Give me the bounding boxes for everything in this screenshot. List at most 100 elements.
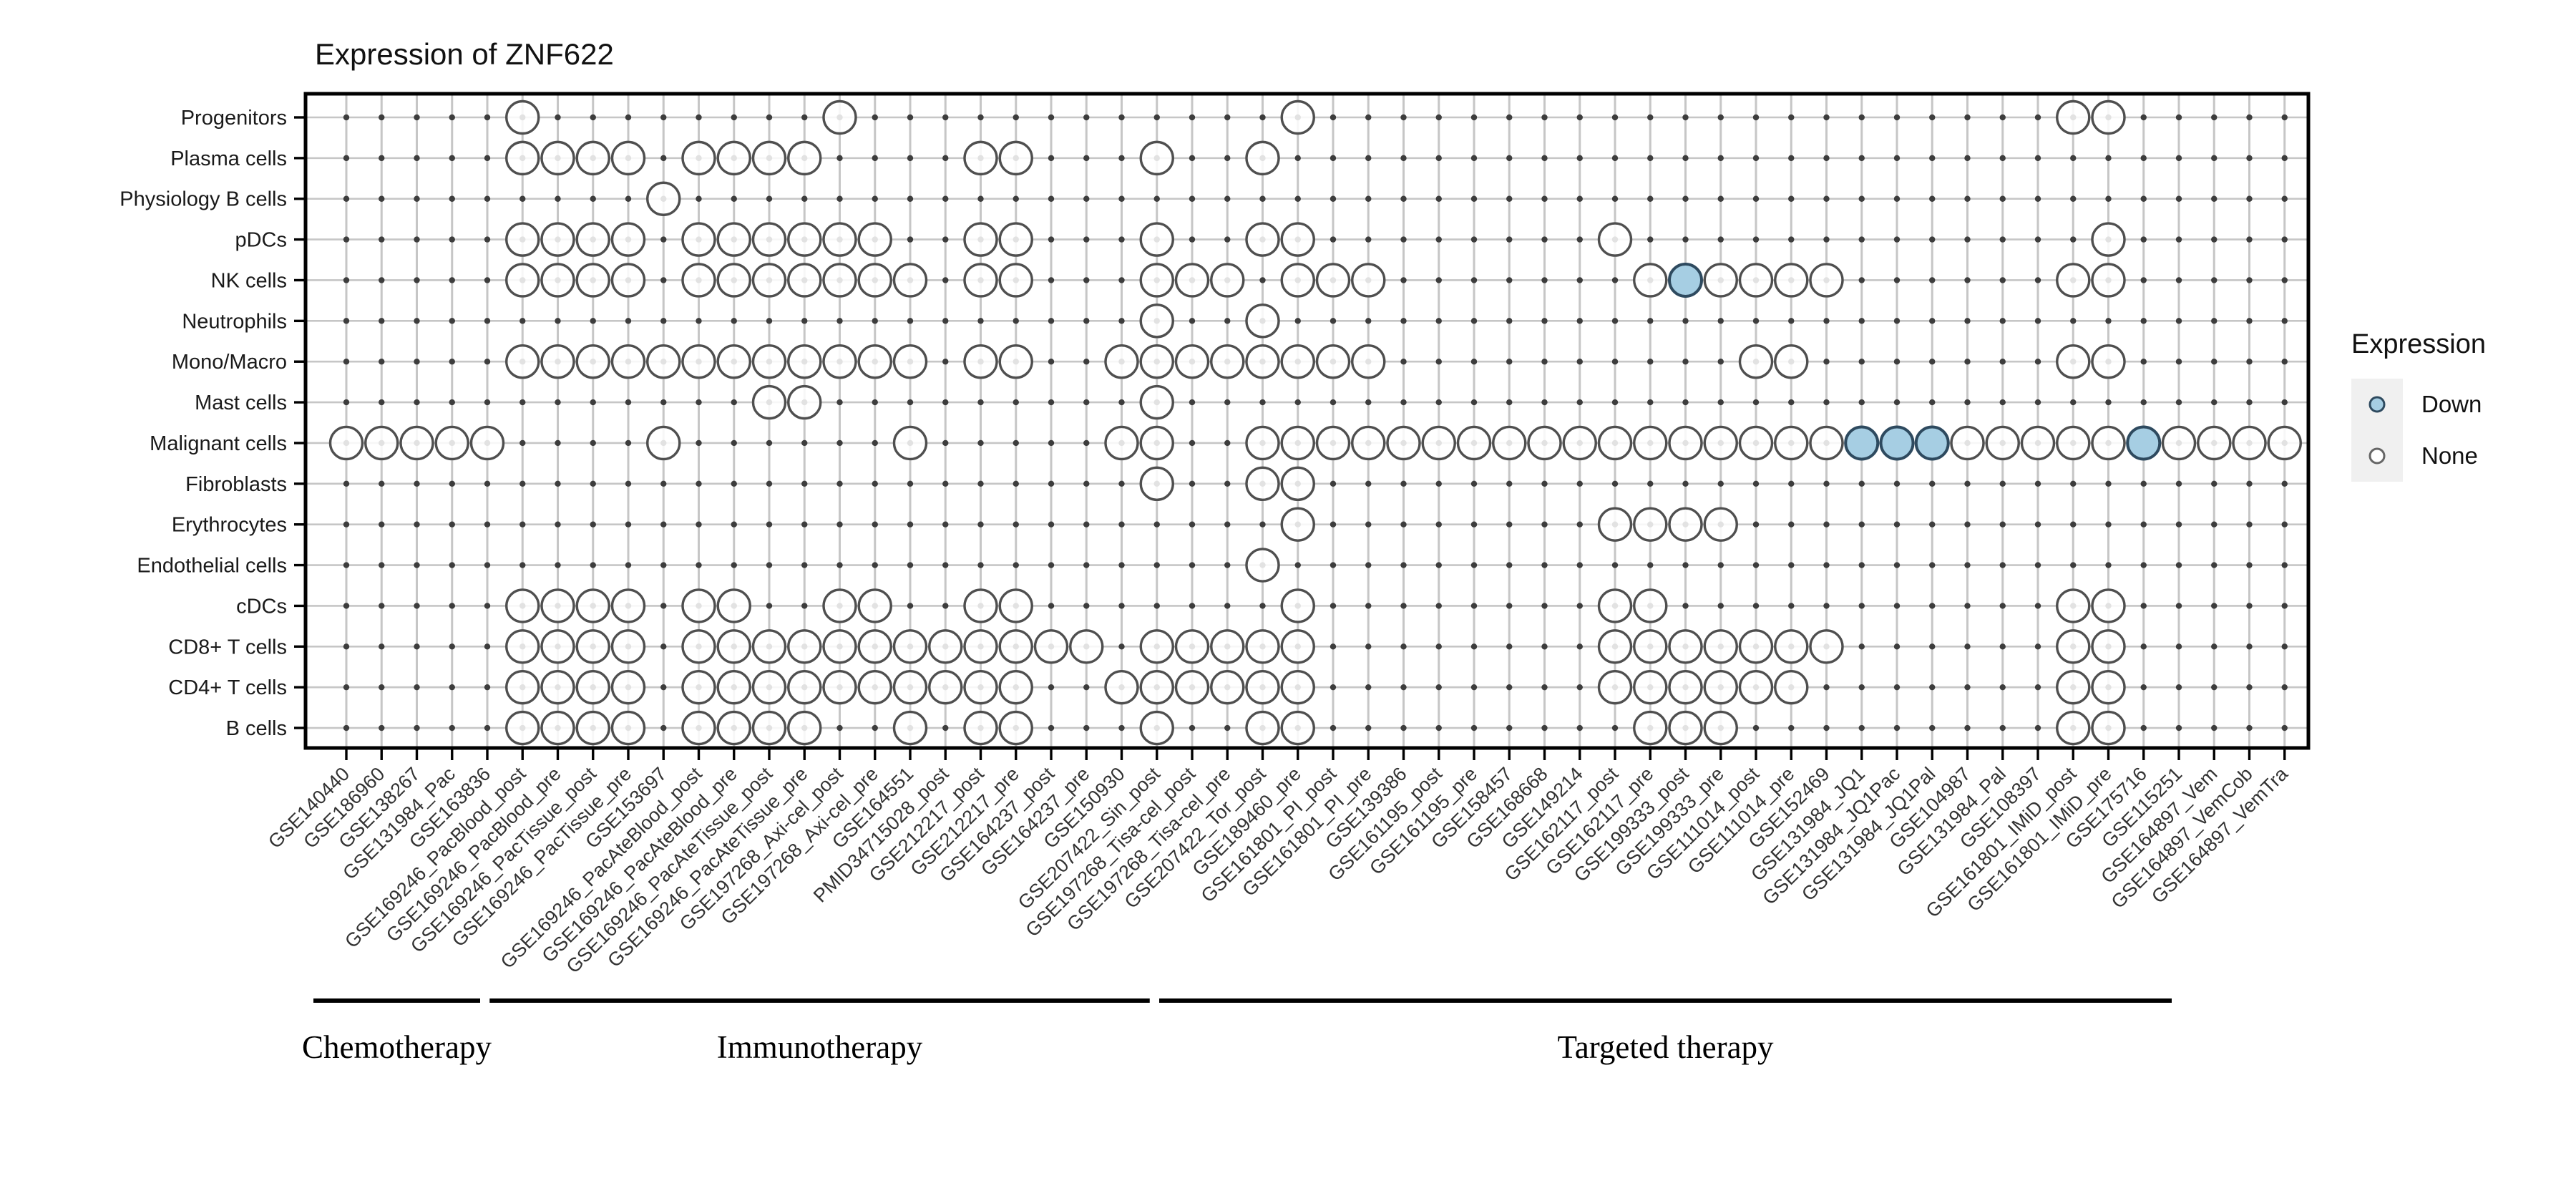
grid-dot (1999, 359, 2006, 365)
grid-dot (625, 195, 632, 202)
grid-dot (2140, 643, 2147, 650)
plot-border (303, 92, 2311, 750)
grid-dot (942, 155, 949, 162)
grid-dot (1893, 562, 1901, 568)
grid-dot (1330, 724, 1337, 732)
expression-dot-none (963, 222, 998, 257)
expression-dot-none (857, 588, 892, 623)
grid-dot (942, 277, 949, 283)
grid-dot (1435, 236, 1442, 243)
expression-dot-none (1738, 425, 1774, 461)
grid-dot (2175, 399, 2182, 406)
grid-dot (379, 277, 385, 283)
grid-dot (1048, 521, 1055, 528)
grid-dot (1083, 236, 1090, 243)
grid-dot (1083, 562, 1090, 568)
grid-dot (1964, 195, 1971, 202)
grid-dot (2175, 318, 2182, 324)
grid-dot (1259, 603, 1266, 609)
expression-dot-none (892, 344, 928, 379)
expression-dot-none (1703, 710, 1738, 746)
grid-dot (1611, 318, 1619, 324)
grid-dot (625, 521, 632, 528)
expression-dot-none (2056, 629, 2091, 664)
grid-dot (414, 236, 420, 243)
grid-dot (1999, 684, 2006, 691)
grid-dot (836, 521, 843, 528)
grid-dot (801, 562, 808, 568)
grid-dot (731, 195, 737, 202)
grid-dot (1541, 480, 1548, 487)
expression-dot-none (1210, 669, 1245, 705)
expression-dot-none (1597, 425, 1633, 461)
grid-dot (1541, 399, 1548, 406)
grid-dot (1858, 399, 1865, 406)
grid-dot (1964, 399, 1971, 406)
grid-dot (1576, 155, 1583, 162)
grid-dot (1435, 562, 1442, 568)
grid-dot (484, 114, 491, 121)
grid-dot (907, 236, 914, 243)
grid-dot (555, 562, 561, 568)
grid-dot (1929, 195, 1936, 202)
grid-dot (2034, 399, 2041, 406)
grid-dot (1330, 114, 1337, 121)
grid-dot (1788, 521, 1795, 528)
grid-dot (1611, 480, 1619, 487)
expression-dot-none (575, 263, 610, 298)
expression-dot-none (998, 263, 1033, 298)
grid-dot (1013, 399, 1019, 406)
grid-dot (1224, 562, 1231, 568)
y-axis-label: CD8+ T cells (168, 636, 287, 658)
expression-dot-none (822, 588, 857, 623)
grid-dot (942, 521, 949, 528)
expression-dot-none (963, 140, 998, 176)
expression-dot-none (716, 222, 751, 257)
grid-dot (2034, 236, 2041, 243)
grid-dot (1224, 399, 1231, 406)
expression-dot-none (2056, 99, 2091, 135)
grid-dot (1823, 114, 1830, 121)
grid-dot (942, 114, 949, 121)
grid-dot (1999, 236, 2006, 243)
grid-dot (1717, 480, 1724, 487)
grid-dot (1788, 114, 1795, 121)
expression-dot-none (787, 222, 822, 257)
expression-dot-none (681, 588, 716, 623)
expression-dot-none (716, 629, 751, 664)
grid-dot (1541, 318, 1548, 324)
grid-dot (1118, 277, 1125, 283)
grid-dot (660, 480, 667, 487)
expression-dot-none (505, 629, 540, 664)
none-dot-icon (2368, 447, 2386, 465)
grid-dot (942, 562, 949, 568)
grid-dot (907, 399, 914, 406)
grid-dot (1435, 521, 1442, 528)
expression-dot-none (787, 669, 822, 705)
grid-dot (1541, 521, 1548, 528)
grid-dot (1752, 480, 1760, 487)
expression-dot-none (1245, 629, 1280, 664)
grid-dot (1541, 195, 1548, 202)
grid-dot (2175, 114, 2182, 121)
legend-item-down: Down (2340, 379, 2569, 430)
y-axis-label: Fibroblasts (185, 473, 287, 496)
grid-dot (484, 155, 491, 162)
grid-dot (343, 277, 350, 283)
grid-dot (907, 521, 914, 528)
grid-dot (1400, 562, 1407, 568)
grid-dot (2281, 155, 2288, 162)
grid-dot (590, 439, 596, 447)
grid-dot (1189, 480, 1196, 487)
grid-dot (1118, 562, 1125, 568)
y-axis-label: Plasma cells (170, 147, 287, 170)
expression-dot-none (1668, 710, 1703, 746)
grid-dot (1118, 318, 1125, 324)
expression-dot-none (1703, 507, 1738, 542)
grid-dot (1294, 562, 1301, 568)
expression-dot-none (1738, 263, 1774, 298)
grid-dot (1506, 195, 1513, 202)
expression-dot-none (928, 629, 963, 664)
grid-dot (379, 480, 385, 487)
grid-dot (1541, 359, 1548, 365)
